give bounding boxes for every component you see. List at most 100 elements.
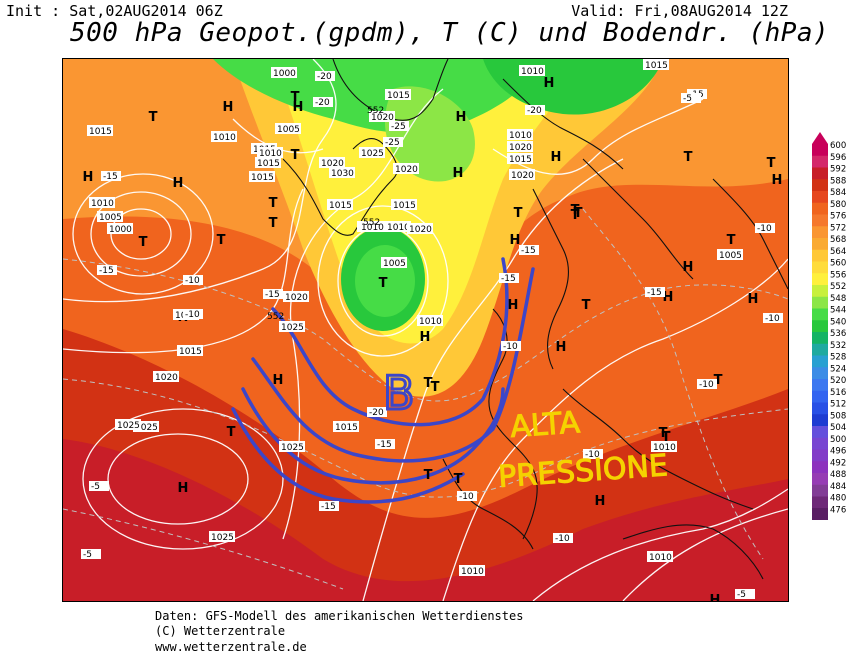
isobar-value: 1015 <box>329 201 352 211</box>
legend-swatch <box>812 226 828 239</box>
legend-value: 600 <box>830 141 846 151</box>
isobar-value: 1005 <box>383 259 406 269</box>
high-label: H <box>508 298 519 313</box>
field-band-deep-south <box>63 439 788 601</box>
isobar-labels: 1000 1005 1010 1015 1020 1025 1015 1010 … <box>87 59 743 577</box>
isobar-value: 1020 <box>371 113 394 123</box>
legend-value: 584 <box>830 188 846 198</box>
legend-swatch <box>812 367 828 380</box>
legend-value: 500 <box>830 435 846 445</box>
legend-swatch <box>812 426 828 439</box>
low-label: T <box>684 150 693 165</box>
low-label: T <box>217 233 226 248</box>
low-label: T <box>727 233 736 248</box>
isobar-value: 1020 <box>321 159 344 169</box>
temperature-value: -15 <box>377 440 392 450</box>
isobar-value: 1015 <box>335 423 358 433</box>
temperature-value: -15 <box>103 172 118 182</box>
temperature-value: -10 <box>555 534 570 544</box>
isobar-value: 1025 <box>211 533 234 543</box>
temperature-value: -15 <box>321 502 336 512</box>
temperature-value: -5 <box>683 94 692 104</box>
low-label: T <box>291 148 300 163</box>
legend-swatch <box>812 484 828 497</box>
isobar-value: 1020 <box>285 293 308 303</box>
high-label: H <box>273 373 284 388</box>
isobar-value: 1025 <box>135 423 158 433</box>
legend-swatch <box>812 202 828 215</box>
temperature-value: -10 <box>757 224 772 234</box>
legend-value: 484 <box>830 482 846 492</box>
low-label: T <box>571 208 580 223</box>
high-label: H <box>710 593 721 601</box>
isobar-value: 1015 <box>645 61 668 71</box>
low-label: T <box>269 196 278 211</box>
temperature-value: -15 <box>521 246 536 256</box>
low-label: T <box>514 206 523 221</box>
geopotential-labels: 552 552 552 <box>267 106 384 322</box>
temperature-value: -5 <box>83 550 92 560</box>
footer-url[interactable]: www.wetterzentrale.de <box>155 640 307 654</box>
legend-value: 532 <box>830 341 846 351</box>
isotherms <box>63 208 788 590</box>
high-label: H <box>683 260 694 275</box>
high-label: H <box>178 481 189 496</box>
high-label: H <box>510 233 521 248</box>
legend-value: 492 <box>830 458 846 468</box>
temperature-value: -25 <box>391 122 406 132</box>
temperature-value: -20 <box>527 106 542 116</box>
legend-swatch <box>812 414 828 427</box>
low-label: T <box>424 376 433 391</box>
legend-value: 540 <box>830 317 846 327</box>
legend-value: 512 <box>830 400 846 410</box>
legend-value: 556 <box>830 270 846 280</box>
legend-value: 580 <box>830 200 846 210</box>
legend-value: 552 <box>830 282 846 292</box>
low-label: T <box>659 426 668 441</box>
legend-value: 476 <box>830 505 846 515</box>
chart-title: 500 hPa Geopot.(gpdm), T (C) und Bodendr… <box>70 18 830 48</box>
footer-copyright: (C) Wetterzentrale <box>155 624 286 638</box>
legend-swatch <box>812 167 828 180</box>
legend-swatch <box>812 238 828 251</box>
temperature-value: -15 <box>99 266 114 276</box>
high-label: H <box>83 170 94 185</box>
legend-swatch <box>812 379 828 392</box>
isobar-value: 1020 <box>395 165 418 175</box>
geopotential-value: 552 <box>367 106 384 116</box>
isobar-value: 1020 <box>511 171 534 181</box>
legend-value: 564 <box>830 247 846 257</box>
temperature-value: -15 <box>265 290 280 300</box>
legend-value: 504 <box>830 423 846 433</box>
temperature-value: -10 <box>503 342 518 352</box>
isobar-value: 1005 <box>719 251 742 261</box>
low-label: T <box>662 430 671 445</box>
high-label: H <box>595 494 606 509</box>
annotation-arc-4 <box>231 407 465 504</box>
low-label: T <box>582 298 591 313</box>
temperature-value: -5 <box>737 590 746 600</box>
coastlines <box>282 59 788 580</box>
annotation-arc-2 <box>251 267 535 463</box>
isobar-value: 1010 <box>461 567 484 577</box>
isobar-value: 1005 <box>277 125 300 135</box>
legend-value: 488 <box>830 470 846 480</box>
legend-value: 480 <box>830 494 846 504</box>
low-label: T <box>379 276 388 291</box>
legend-swatch <box>812 473 828 486</box>
legend-value: 576 <box>830 212 846 222</box>
low-label: T <box>291 90 300 105</box>
isobar-value: 1015 <box>387 91 410 101</box>
highs-group: H H H H H H H H H H H H H H H H H H H H … <box>83 76 783 601</box>
legend-value: 548 <box>830 294 846 304</box>
isobar-value: 1000 <box>273 69 296 79</box>
legend-value: 508 <box>830 411 846 421</box>
high-label: H <box>748 292 759 307</box>
legend-swatch <box>812 155 828 168</box>
trough-annotation-lines <box>231 257 535 504</box>
legend-swatch <box>812 179 828 192</box>
isobar-value: 1010 <box>653 443 676 453</box>
isobar-value: 1010 <box>213 133 236 143</box>
low-label: T <box>424 468 433 483</box>
temperature-value: -20 <box>317 72 332 82</box>
